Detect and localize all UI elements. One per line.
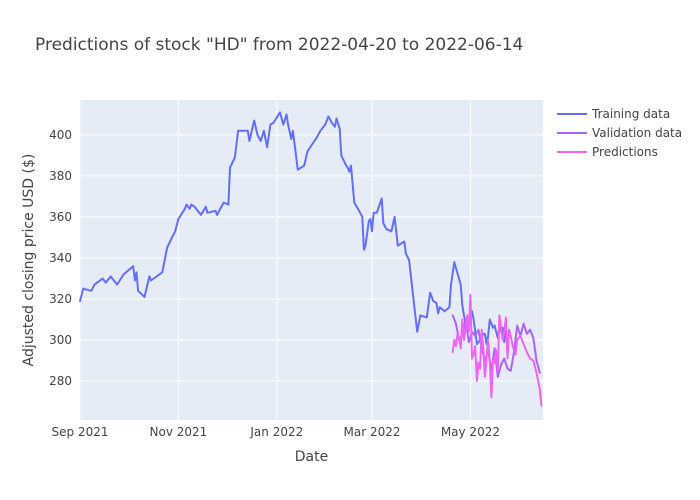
legend-label: Validation data [592, 126, 682, 140]
series-layer [79, 111, 543, 407]
y-tick-label: 360 [49, 210, 72, 224]
chart-title: Predictions of stock "HD" from 2022-04-2… [35, 35, 523, 55]
y-tick-label: 380 [49, 169, 72, 183]
y-tick-label: 300 [49, 333, 72, 347]
x-tick-label: Mar 2022 [343, 425, 400, 439]
legend-item-validation-data[interactable]: Validation data [557, 126, 682, 140]
x-tick-label: Jan 2022 [249, 425, 303, 439]
y-tick-label: 280 [49, 374, 72, 388]
plot-area [80, 100, 543, 420]
x-tick-label: Sep 2021 [52, 425, 109, 439]
x-axis-title: Date [295, 449, 328, 465]
x-tick-label: Nov 2021 [150, 425, 208, 439]
legend-label: Predictions [592, 145, 658, 159]
y-tick-label: 320 [49, 292, 72, 306]
legend-item-predictions[interactable]: Predictions [557, 145, 658, 159]
gridlines [79, 100, 543, 420]
legend[interactable]: Training data Validation data Predictions [557, 107, 682, 159]
y-axis-ticks: 280 300 320 340 360 380 400 [49, 128, 72, 388]
series-line-training-data [79, 111, 507, 346]
legend-label: Training data [591, 107, 670, 121]
legend-item-training-data[interactable]: Training data [557, 107, 670, 121]
y-tick-label: 400 [49, 128, 72, 142]
x-tick-label: May 2022 [441, 425, 500, 439]
x-axis-ticks: Sep 2021 Nov 2021 Jan 2022 Mar 2022 May 2022 [52, 425, 500, 439]
y-axis-title: Adjusted closing price USD ($) [21, 154, 37, 367]
y-tick-label: 340 [49, 251, 72, 265]
series-line-predictions [451, 293, 543, 407]
